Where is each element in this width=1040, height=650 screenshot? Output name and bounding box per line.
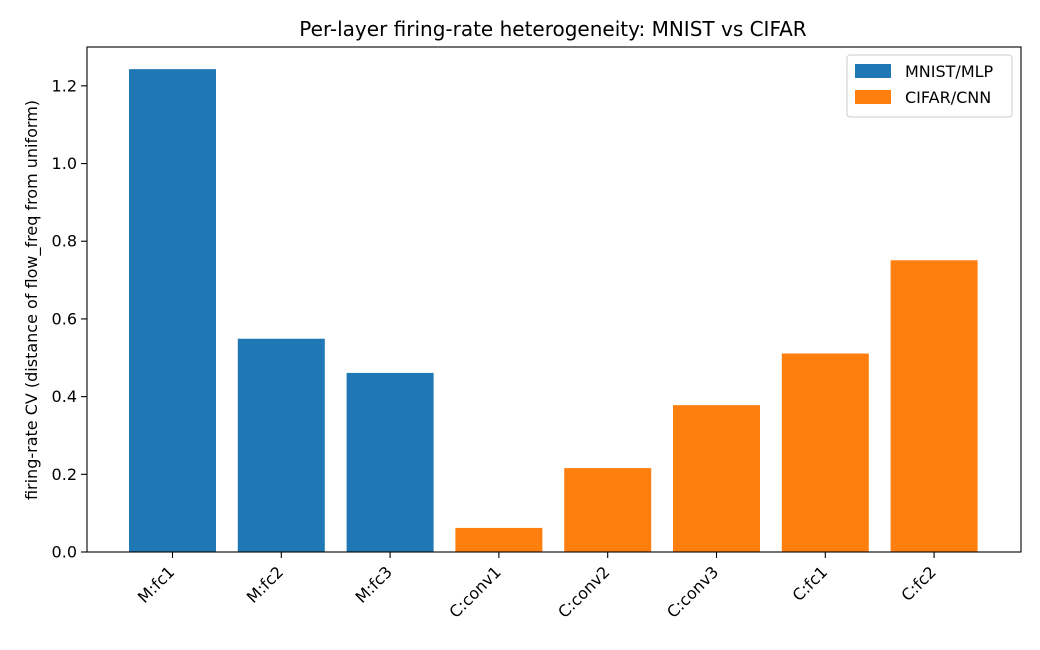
plot-frame: [86, 46, 1022, 553]
x-tick-label: C:conv1: [445, 562, 504, 621]
y-tick-label: 0.6: [52, 309, 77, 328]
bar-c-conv3: [673, 405, 760, 552]
x-tick-label: C:conv3: [663, 562, 722, 621]
x-tick-label: C:conv2: [554, 562, 613, 621]
x-tick-label: M:fc2: [243, 562, 287, 606]
y-tick-label: 1.2: [52, 76, 77, 95]
plot-area: 0.0 0.2 0.4 0.6 0.8 1.0 1.2 M:fc1 M:fc2 M:fc3 C:co…: [52, 46, 1022, 622]
legend-swatch: [855, 90, 891, 104]
bar-m-fc2: [237, 338, 325, 552]
y-tick-label: 0.0: [52, 543, 77, 562]
bar-c-conv2: [564, 468, 652, 552]
legend-label: CIFAR/CNN: [905, 88, 991, 107]
bar-m-fc3: [346, 372, 434, 552]
bar-c-conv1: [455, 527, 543, 552]
y-tick-label: 0.4: [52, 387, 77, 406]
x-tick-label: M:fc3: [352, 562, 396, 606]
y-axis-label: firing-rate CV (distance of flow_freq fr…: [22, 100, 42, 500]
chart-title: Per-layer firing-rate heterogeneity: MNI…: [299, 17, 807, 41]
y-tick-label: 0.8: [52, 232, 77, 251]
legend: MNIST/MLP CIFAR/CNN: [846, 54, 1013, 118]
bar-c-fc1: [781, 353, 869, 552]
x-tick-label: C:fc2: [897, 562, 940, 605]
x-tick-label: C:fc1: [789, 562, 832, 605]
bar-c-fc2: [890, 260, 978, 552]
y-tick-label: 0.2: [52, 465, 77, 484]
y-tick-label: 1.0: [52, 154, 77, 173]
legend-swatch: [855, 64, 891, 78]
bar-m-fc1: [129, 69, 216, 553]
x-tick-label: M:fc1: [134, 562, 178, 606]
legend-label: MNIST/MLP: [905, 62, 994, 81]
